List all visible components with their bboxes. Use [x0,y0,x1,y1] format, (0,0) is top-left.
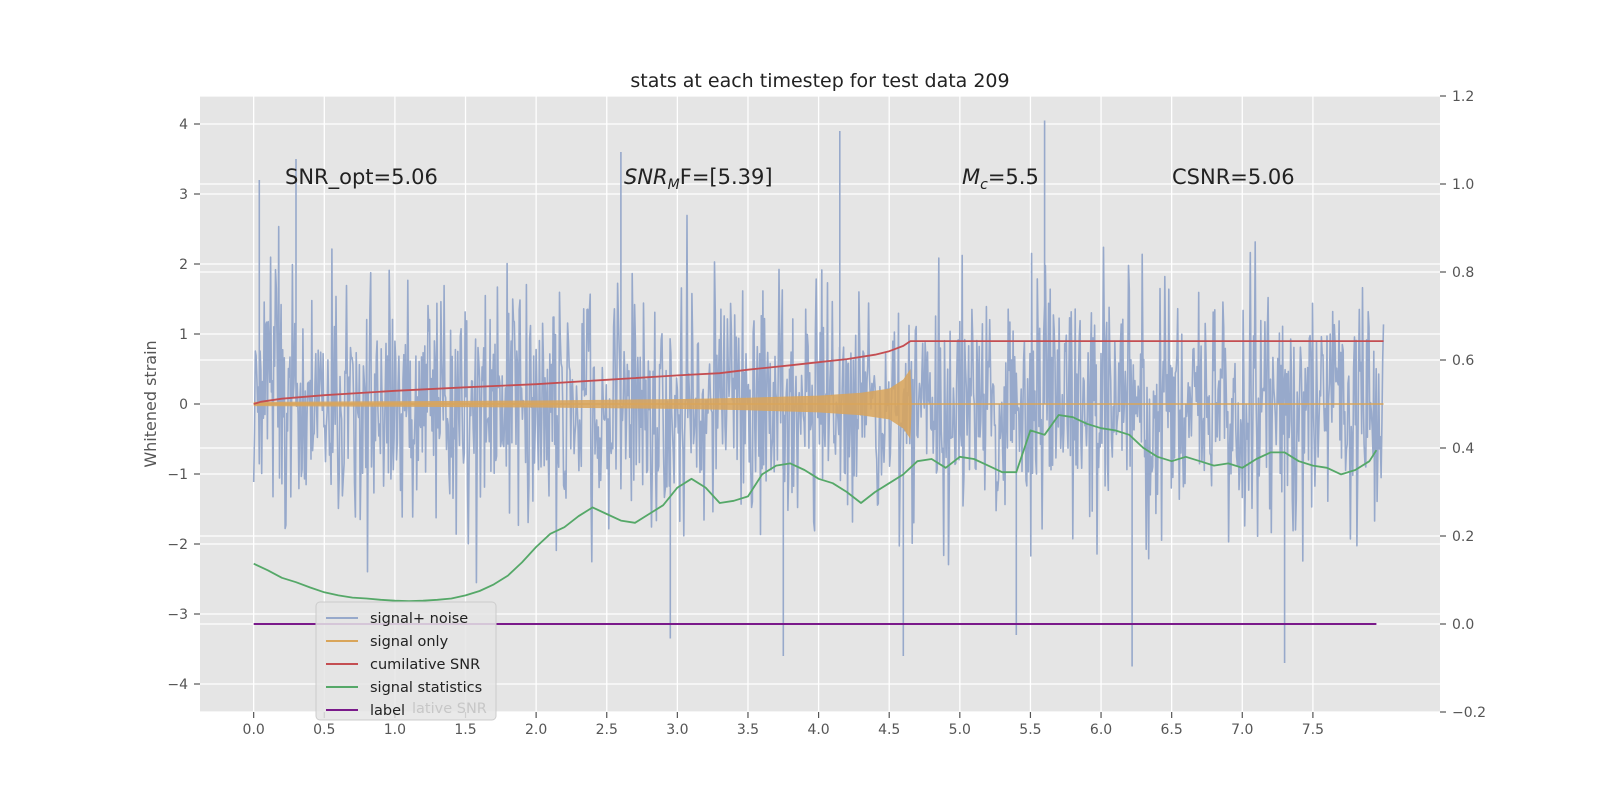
y-axis-title: Whitened strain [141,340,160,467]
x-tick-label: 1.5 [454,722,476,738]
y-tick-label: 1 [179,327,188,343]
x-tick-label: 6.5 [1161,722,1183,738]
legend-label: cumilative SNR [370,657,480,673]
x-axis: 0.0 0.5 1.0 1.5 2.0 2.5 3.0 3.5 4.0 4.5 5.0 5.5 6.0 6… [243,712,1324,738]
y-tick-label: 2 [179,257,188,273]
legend-label: signal only [370,634,449,650]
x-tick-label: 0.0 [243,722,265,738]
y2-tick-label: 1.2 [1452,89,1474,105]
annotation-mc-prefix: M [962,165,980,189]
y2-tick-label: 1.0 [1452,177,1474,193]
annotation-snr-mf: SNRMF=[5.39] [624,165,773,193]
x-tick-label: 5.5 [1019,722,1041,738]
x-tick-label: 3.0 [666,722,688,738]
annotation-snr-mf-suffix: F=[5.39] [680,165,773,189]
x-tick-label: 7.5 [1302,722,1324,738]
annotation-mc: Mc=5.5 [962,165,1039,193]
x-tick-label: 2.5 [596,722,618,738]
series-signal-only [253,369,1384,439]
y2-tick-label: 0.0 [1452,617,1474,633]
y-tick-label: −3 [167,607,188,623]
x-tick-label: 1.0 [384,722,406,738]
legend-label: signal statistics [370,680,482,696]
y-tick-label: 0 [179,397,188,413]
chart-title: stats at each timestep for test data 209 [630,70,1009,92]
x-tick-label: 7.0 [1231,722,1253,738]
legend-box [315,601,497,721]
y2-tick-label: 0.6 [1452,353,1474,369]
y2-tick-label: 0.4 [1452,441,1474,457]
signal-noise-trace [252,120,1385,667]
y-tick-label: −4 [167,677,188,693]
x-tick-label: 4.5 [878,722,900,738]
y2-tick-label: 0.2 [1452,529,1474,545]
y-tick-label: −1 [167,467,188,483]
x-tick-label: 6.0 [1090,722,1112,738]
y-tick-label: 4 [179,117,188,133]
y-tick-label: 3 [179,187,188,203]
x-tick-label: 3.5 [737,722,759,738]
x-tick-label: 4.0 [807,722,829,738]
legend: lative SNR signal+ noise signal only cumila… [315,601,497,721]
y2-tick-label: −0.2 [1452,705,1486,721]
x-tick-label: 5.0 [949,722,971,738]
annotation-snr-opt: SNR_opt=5.06 [285,165,438,190]
series-signal-noise [252,120,1385,667]
cumulative-snr-line [253,340,1384,405]
annotation-csnr: CSNR=5.06 [1172,165,1295,189]
y2-tick-label: 0.8 [1452,265,1474,281]
signal-statistics-line [253,414,1378,602]
annotation-mc-suffix: =5.5 [988,165,1039,189]
y-tick-label: −2 [167,537,188,553]
y-axis-left: 4 3 2 1 0 −1 −2 −3 −4 [167,117,200,693]
annotation-snr-mf-sub: M [668,177,680,193]
x-tick-label: 2.0 [525,722,547,738]
x-tick-label: 0.5 [313,722,335,738]
y-axis-right: 1.2 1.0 0.8 0.6 0.4 0.2 0.0 −0.2 [1440,89,1486,721]
annotation-mc-sub: c [980,177,988,193]
legend-label: label [370,703,405,719]
legend-overlap-text: lative SNR [412,701,487,717]
annotation-snr-mf-prefix: SNR [624,165,668,189]
legend-label: signal+ noise [370,611,468,627]
